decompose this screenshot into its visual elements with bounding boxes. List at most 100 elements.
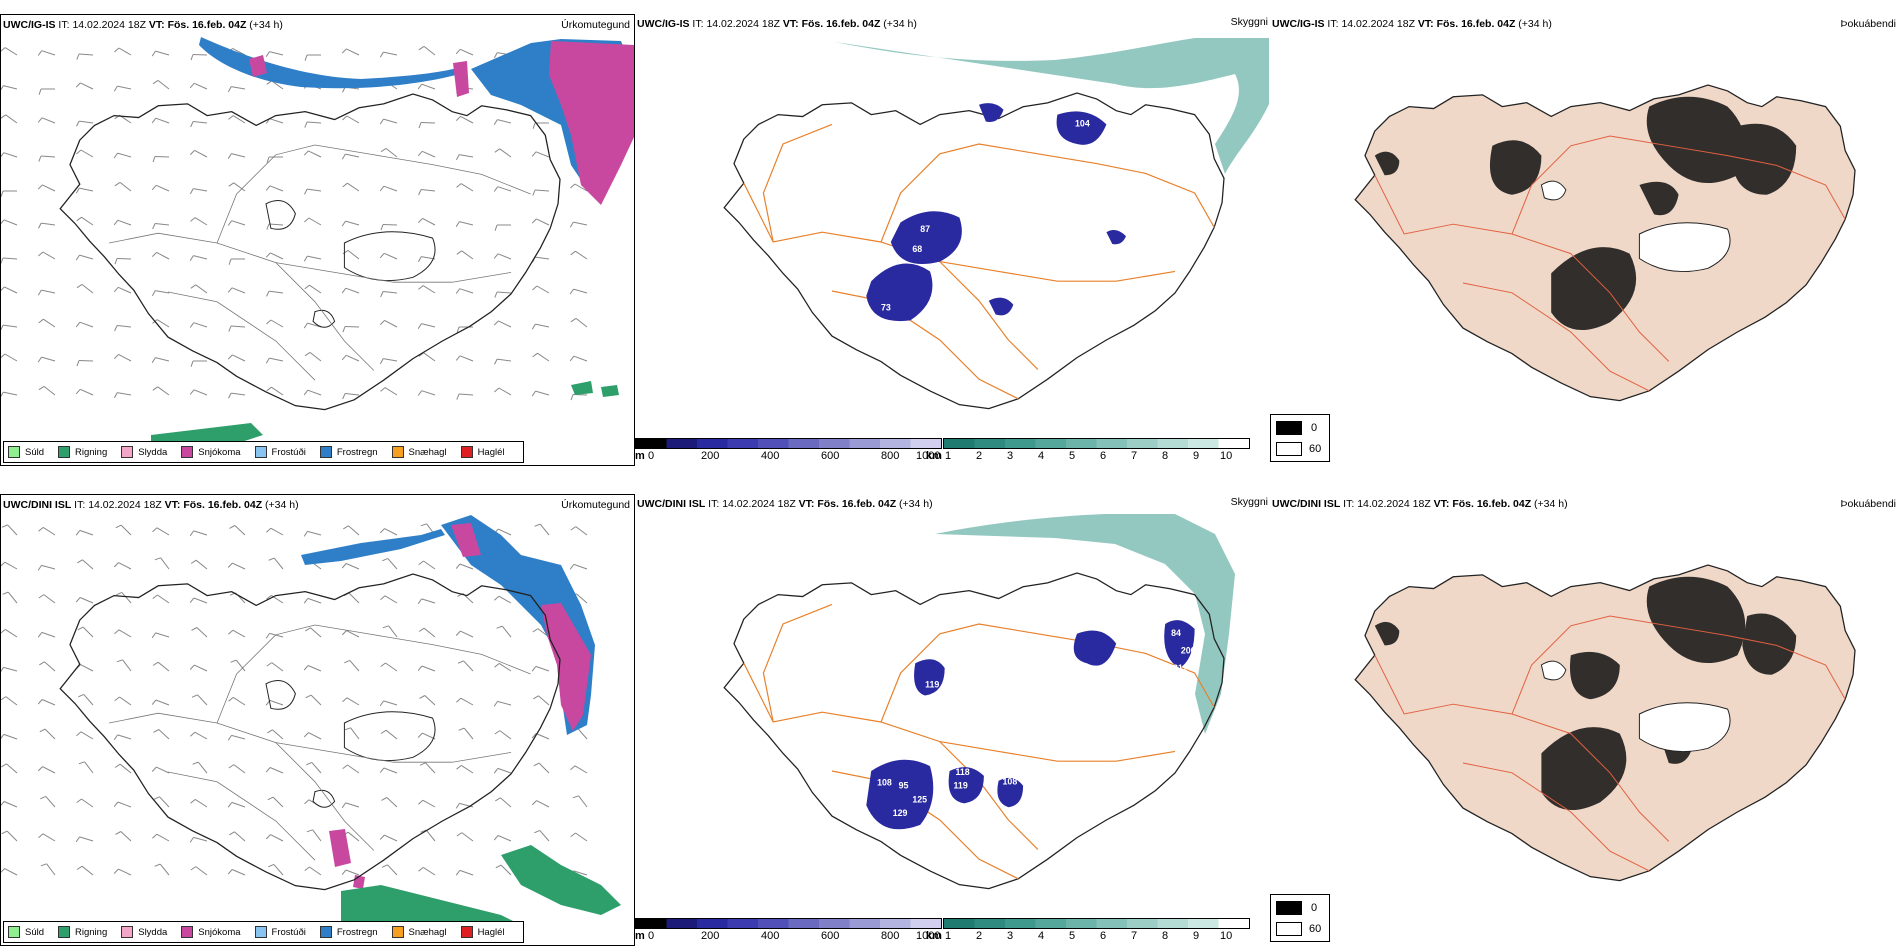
wind-barb-feather — [572, 795, 579, 799]
fog-index-panel-bottom: UWC/DINI ISL IT: 14.02.2024 18Z VT: Fös.… — [1270, 494, 1900, 946]
wind-barb-feather — [1, 734, 5, 739]
wind-barb — [81, 865, 94, 876]
wind-barb — [577, 728, 588, 740]
wind-barb — [156, 319, 170, 328]
wind-barb-feather — [76, 216, 82, 222]
wind-barb — [459, 355, 474, 362]
wind-barb-feather — [304, 217, 310, 223]
wind-barb — [535, 733, 550, 740]
wind-barb — [575, 318, 588, 328]
wind-barb — [41, 50, 56, 56]
wind-barb-feather — [570, 526, 577, 531]
legend-label: Snæhagl — [408, 446, 447, 458]
wind-barb — [232, 47, 246, 56]
wind-barb — [230, 325, 246, 328]
wind-barb-feather — [114, 763, 121, 768]
wind-barb — [461, 250, 474, 260]
snow-area-2 — [453, 61, 469, 97]
wind-barb-feather — [39, 661, 45, 666]
wind-barb-feather — [37, 289, 42, 296]
wind-barb-feather — [381, 864, 388, 868]
wind-barb-feather — [77, 626, 84, 631]
wind-barb — [234, 525, 246, 536]
legend-label: Frostúði — [271, 446, 306, 458]
wind-barb — [574, 183, 588, 192]
wind-barb-feather — [534, 523, 541, 527]
wind-barb — [383, 252, 398, 260]
wind-barb — [193, 82, 208, 90]
wind-barb-feather — [152, 79, 159, 85]
wind-barb — [117, 152, 132, 158]
wind-barb-feather — [265, 633, 270, 639]
wind-barb-feather — [382, 557, 388, 562]
legend-swatch — [121, 446, 134, 458]
glacier-white — [1540, 660, 1731, 753]
wind-barb-feather — [151, 699, 157, 705]
ceiling-tick: 1000 — [916, 450, 941, 462]
wind-barb-feather — [190, 360, 194, 367]
wind-barb-feather — [266, 386, 272, 392]
wind-barb — [45, 796, 56, 808]
wind-barb-feather — [37, 699, 43, 705]
wind-barb — [193, 255, 208, 260]
wind-barb-feather — [493, 253, 499, 259]
fog-index-panel-top: UWC/IG-IS IT: 14.02.2024 18Z VT: Fös. 16… — [1270, 14, 1900, 466]
wind-barb — [195, 866, 208, 876]
wind-barb — [81, 284, 94, 294]
visibility-tick: 3 — [1007, 930, 1014, 942]
wind-barb — [345, 153, 360, 158]
wind-barb-feather — [37, 356, 42, 363]
legend-item: Rigning — [58, 926, 107, 938]
wind-barb-feather — [190, 217, 196, 222]
wind-barb-feather — [76, 865, 83, 870]
wind-barb-feather — [418, 627, 425, 632]
wind-barb — [307, 530, 322, 536]
glacier-outline — [265, 200, 436, 328]
fog-swatch-max — [1276, 442, 1302, 456]
wind-barb — [421, 598, 436, 604]
wind-barb-feather — [266, 223, 270, 230]
wind-barb-feather — [228, 697, 234, 702]
cloud-visibility-panel-top: 87 68 73 85 80 104 Skyggni UWC/IG-IS IT:… — [635, 14, 1270, 466]
wind-barb-feather — [341, 220, 346, 227]
wind-barb-feather — [1, 324, 4, 331]
wind-barb-feather — [75, 597, 81, 603]
visibility-tick: 9 — [1193, 450, 1200, 462]
wind-barb-feather — [342, 326, 346, 333]
wind-barb — [79, 529, 94, 536]
wind-barb — [155, 632, 170, 638]
snow-area-s — [329, 829, 365, 889]
wind-barb — [421, 83, 436, 90]
wind-barb-feather — [265, 252, 271, 258]
legend-item: Haglél — [460, 926, 505, 938]
cloud-base-value: 129 — [893, 808, 908, 818]
wind-barb — [534, 189, 550, 192]
wind-barb-feather — [189, 389, 195, 395]
wind-barb-feather — [494, 291, 498, 298]
wind-barb-feather — [456, 326, 460, 333]
legend-item: Snjókoma — [181, 446, 241, 458]
wind-barb — [159, 863, 170, 876]
ceiling-tick: 400 — [761, 930, 780, 942]
wind-barb-feather — [493, 835, 499, 841]
wind-barb-feather — [190, 799, 196, 804]
wind-barb — [270, 252, 284, 260]
wind-barb-feather — [151, 117, 157, 124]
wind-barb — [232, 115, 246, 124]
wind-barb — [422, 732, 436, 740]
wind-barb — [575, 250, 588, 260]
legend-label: Haglél — [477, 446, 505, 458]
wind-barb — [425, 762, 436, 774]
wind-barb — [117, 85, 132, 90]
wind-barb — [119, 696, 132, 706]
wind-barb — [41, 117, 56, 124]
wind-barb — [42, 184, 56, 192]
wind-barb-feather — [420, 523, 427, 527]
wind-barb-feather — [534, 829, 540, 834]
wind-barb-feather — [37, 766, 43, 772]
wind-barb-feather — [113, 562, 119, 568]
wind-barb-feather — [419, 762, 426, 766]
wind-barb — [269, 357, 284, 362]
wind-barb — [383, 291, 398, 294]
wind-barb-feather — [531, 151, 537, 157]
